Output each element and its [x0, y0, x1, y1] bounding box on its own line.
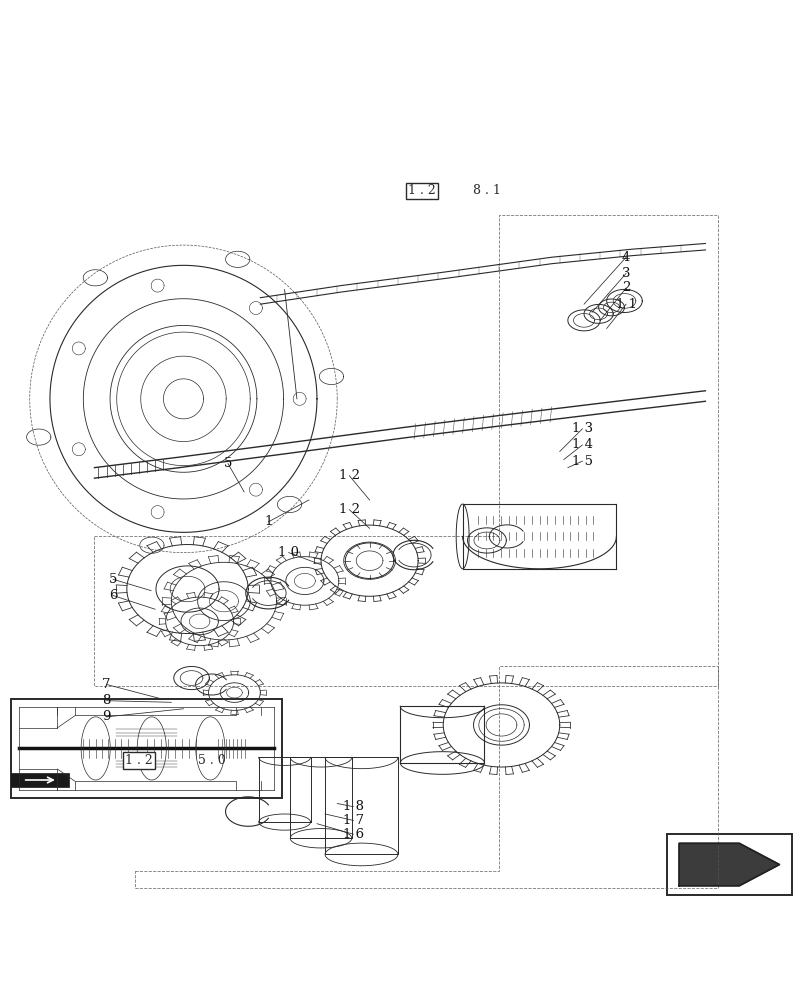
Text: 1 . 2: 1 . 2 [125, 754, 152, 767]
Text: 1 7: 1 7 [342, 814, 363, 827]
Text: 1 3: 1 3 [571, 422, 592, 435]
Text: 1 0: 1 0 [278, 546, 298, 559]
Text: 3: 3 [621, 267, 629, 280]
Bar [666, 834, 791, 895]
Polygon shape [678, 843, 779, 886]
Text: 1 6: 1 6 [342, 828, 363, 841]
Text: 1 2: 1 2 [338, 503, 359, 516]
Bar [11, 773, 69, 787]
Text: 1 2: 1 2 [338, 469, 359, 482]
Text: 1 5: 1 5 [571, 455, 592, 468]
Text: 1 . 2: 1 . 2 [408, 184, 436, 197]
Text: 5 . 0: 5 . 0 [198, 754, 225, 767]
Text: 5: 5 [224, 457, 232, 470]
Text: 1 8: 1 8 [342, 800, 363, 813]
Text: 1 1: 1 1 [615, 298, 636, 311]
Text: 4: 4 [621, 251, 629, 264]
Text: 7: 7 [102, 678, 110, 691]
Text: 1: 1 [264, 515, 272, 528]
Text: 5: 5 [109, 573, 117, 586]
Text: 6: 6 [109, 589, 117, 602]
Text: 2: 2 [621, 281, 629, 294]
Text: 8: 8 [102, 694, 110, 707]
Text: 9: 9 [102, 710, 110, 723]
Text: 1 4: 1 4 [571, 438, 592, 451]
Bar [11, 699, 282, 798]
Text: 8 . 1: 8 . 1 [472, 184, 500, 197]
